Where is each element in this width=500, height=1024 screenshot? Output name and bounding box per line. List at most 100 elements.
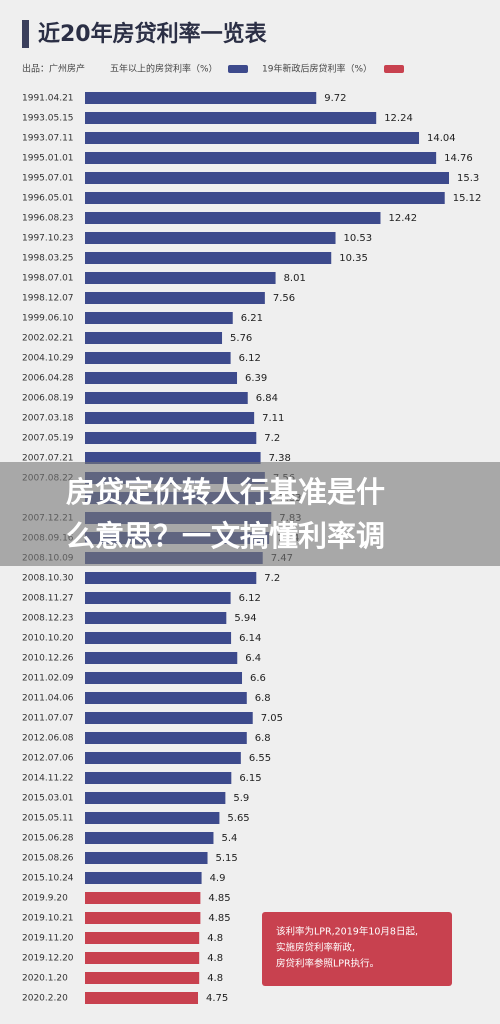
value-label: 4.75 [206, 993, 228, 1004]
overlay-band [0, 462, 500, 566]
bar [85, 672, 243, 684]
bar [85, 272, 276, 284]
value-label: 12.24 [384, 113, 413, 124]
value-label: 7.11 [262, 413, 284, 424]
value-label: 7.38 [269, 453, 291, 464]
y-tick-label: 2015.08.26 [22, 854, 74, 864]
value-label: 14.76 [444, 153, 473, 164]
y-tick-label: 2020.2.20 [22, 994, 68, 1004]
value-label: 6.6 [250, 673, 266, 684]
value-label: 6.21 [241, 313, 263, 324]
bar [85, 292, 265, 304]
y-tick-label: 2004.10.29 [22, 354, 74, 364]
y-tick-label: 1998.07.01 [22, 274, 74, 284]
value-label: 4.9 [210, 873, 226, 884]
bar [85, 432, 257, 444]
bar [85, 832, 214, 844]
bar [85, 592, 231, 604]
value-label: 6.14 [239, 633, 261, 644]
legend-swatch [384, 65, 404, 73]
bar [85, 792, 226, 804]
y-tick-label: 1999.06.10 [22, 314, 74, 324]
bar [85, 752, 241, 764]
annotation-text: 房贷利率参照LPR执行。 [276, 958, 379, 970]
y-tick-label: 2006.08.19 [22, 394, 74, 404]
y-tick-label: 2019.10.21 [22, 914, 74, 924]
y-tick-label: 2007.03.18 [22, 414, 74, 424]
value-label: 5.65 [227, 813, 249, 824]
bar [85, 892, 201, 904]
value-label: 5.9 [233, 793, 249, 804]
value-label: 6.55 [249, 753, 271, 764]
bar [85, 172, 449, 184]
value-label: 4.85 [208, 913, 230, 924]
bar [85, 852, 208, 864]
value-label: 6.15 [239, 773, 261, 784]
bar [85, 452, 261, 464]
value-label: 6.4 [245, 653, 261, 664]
y-tick-label: 2014.11.22 [22, 774, 74, 784]
value-label: 15.12 [453, 193, 482, 204]
y-tick-label: 2007.05.19 [22, 434, 74, 444]
y-tick-label: 2011.04.06 [22, 694, 74, 704]
legend-label: 五年以上的房贷利率（%） [110, 63, 218, 75]
y-tick-label: 2015.06.28 [22, 834, 74, 844]
value-label: 6.8 [255, 693, 271, 704]
y-tick-label: 2002.02.21 [22, 334, 74, 344]
y-tick-label: 2015.05.11 [22, 814, 74, 824]
bar [85, 612, 227, 624]
value-label: 7.56 [273, 293, 295, 304]
bar [85, 952, 200, 964]
value-label: 5.94 [234, 613, 256, 624]
source: 出品：广州房产 [22, 63, 85, 75]
y-tick-label: 2020.1.20 [22, 974, 68, 984]
value-label: 5.15 [216, 853, 238, 864]
y-tick-label: 2008.11.27 [22, 594, 74, 604]
y-tick-label: 1996.05.01 [22, 194, 74, 204]
bar [85, 332, 223, 344]
bar [85, 572, 257, 584]
chart-title: 近20年房贷利率一览表 [38, 21, 268, 47]
value-label: 7.2 [264, 573, 280, 584]
value-label: 6.12 [239, 353, 261, 364]
bar [85, 392, 248, 404]
y-tick-label: 1998.12.07 [22, 294, 74, 304]
value-label: 5.4 [221, 833, 237, 844]
y-tick-label: 1995.07.01 [22, 174, 74, 184]
y-tick-label: 1993.05.15 [22, 114, 74, 124]
bar [85, 632, 232, 644]
bar [85, 132, 420, 144]
value-label: 9.72 [324, 93, 346, 104]
y-tick-label: 2006.04.28 [22, 374, 74, 384]
value-label: 8.01 [284, 273, 306, 284]
y-tick-label: 1991.04.21 [22, 94, 74, 104]
legend-swatch [228, 65, 248, 73]
annotation-box [262, 912, 452, 986]
bar [85, 912, 201, 924]
bar [85, 112, 377, 124]
value-label: 6.8 [255, 733, 271, 744]
y-tick-label: 2019.11.20 [22, 934, 74, 944]
bar [85, 732, 247, 744]
value-label: 4.8 [207, 973, 223, 984]
value-label: 6.39 [245, 373, 267, 384]
y-tick-label: 2010.12.26 [22, 654, 74, 664]
y-tick-label: 2012.07.06 [22, 754, 74, 764]
bar [85, 212, 381, 224]
value-label: 10.53 [344, 233, 373, 244]
y-tick-label: 2011.07.07 [22, 714, 74, 724]
value-label: 4.8 [207, 953, 223, 964]
y-tick-label: 2008.10.30 [22, 574, 74, 584]
bar [85, 712, 253, 724]
overlay-title: 么意思？一文搞懂利率调 [66, 519, 385, 553]
value-label: 6.84 [256, 393, 278, 404]
value-label: 10.35 [339, 253, 368, 264]
bar [85, 652, 238, 664]
value-label: 7.05 [261, 713, 283, 724]
y-tick-label: 1997.10.23 [22, 234, 74, 244]
value-label: 4.8 [207, 933, 223, 944]
bar [85, 312, 233, 324]
bar [85, 872, 202, 884]
